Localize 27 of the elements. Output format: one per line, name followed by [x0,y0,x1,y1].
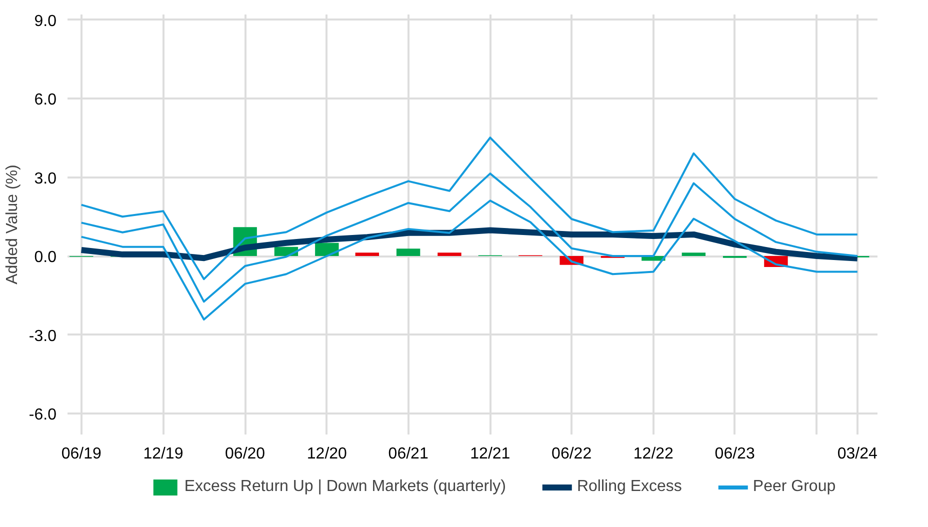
y-axis-title: Added Value (%) [4,164,21,284]
line-series [80,136,858,280]
x-tick-label: 12/21 [470,446,510,462]
bar [396,248,420,256]
x-tick-label: 06/21 [388,446,428,462]
x-tick-label: 06/22 [552,446,592,462]
y-tick-label: 0.0 [34,249,57,266]
y-tick-label: -6.0 [28,406,57,424]
legend-label: Excess Return Up | Down Markets (quarterly) [184,478,506,496]
legend-label: Peer Group [752,478,836,496]
y-tick-label: 9.0 [34,12,57,30]
y-tick-label: -3.0 [28,328,57,345]
x-tick-label: 06/23 [714,446,755,462]
x-tick-label: 06/19 [61,446,102,462]
x-tick-label: 12/20 [306,446,348,462]
x-tick-label: 12/19 [143,446,184,462]
x-tick-label: 06/20 [225,446,266,462]
y-tick-label: 3.0 [34,170,57,188]
line-series [80,200,858,321]
x-tick-label: 03/24 [837,446,878,462]
bar [682,252,706,256]
bar [315,242,339,256]
bar [355,252,380,256]
bar [438,252,462,256]
y-tick-label: 6.0 [34,92,57,108]
legend-label: Rolling Excess [576,478,682,496]
x-tick-label: 12/22 [633,446,674,462]
